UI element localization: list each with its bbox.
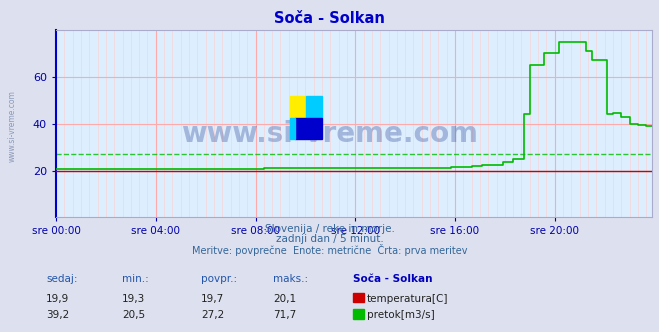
- Text: Slovenija / reke in morje.: Slovenija / reke in morje.: [264, 224, 395, 234]
- Text: povpr.:: povpr.:: [201, 274, 237, 284]
- Text: www.si-vreme.com: www.si-vreme.com: [8, 90, 17, 162]
- Text: maks.:: maks.:: [273, 274, 308, 284]
- Text: 19,9: 19,9: [46, 294, 69, 304]
- Text: pretok[m3/s]: pretok[m3/s]: [367, 310, 435, 320]
- Text: Soča - Solkan: Soča - Solkan: [353, 274, 432, 284]
- Text: min.:: min.:: [122, 274, 149, 284]
- Text: Meritve: povprečne  Enote: metrične  Črta: prva meritev: Meritve: povprečne Enote: metrične Črta:…: [192, 244, 467, 256]
- Text: www.si-vreme.com: www.si-vreme.com: [181, 121, 478, 148]
- Text: Soča - Solkan: Soča - Solkan: [274, 11, 385, 26]
- Text: 19,7: 19,7: [201, 294, 224, 304]
- Text: 20,5: 20,5: [122, 310, 145, 320]
- Text: temperatura[C]: temperatura[C]: [367, 294, 449, 304]
- Text: sedaj:: sedaj:: [46, 274, 78, 284]
- Text: 71,7: 71,7: [273, 310, 297, 320]
- Text: 20,1: 20,1: [273, 294, 297, 304]
- Text: 27,2: 27,2: [201, 310, 224, 320]
- Text: 39,2: 39,2: [46, 310, 69, 320]
- Text: 19,3: 19,3: [122, 294, 145, 304]
- Text: zadnji dan / 5 minut.: zadnji dan / 5 minut.: [275, 234, 384, 244]
